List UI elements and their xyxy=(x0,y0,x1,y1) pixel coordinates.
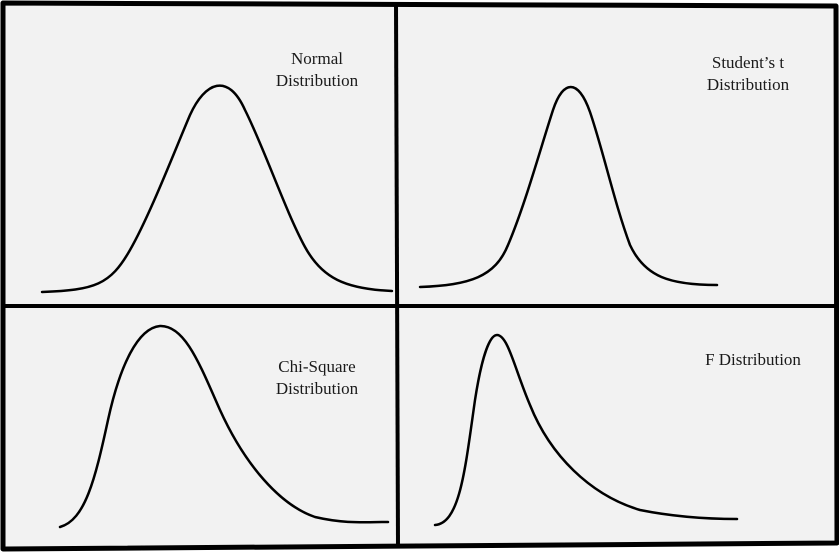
chi-square-curve xyxy=(58,324,390,529)
panel-student-t-bg xyxy=(396,6,836,306)
vertical-divider xyxy=(394,3,400,548)
normal-curve xyxy=(40,84,394,294)
panel-chi-square-bg xyxy=(4,306,396,546)
panel-normal-bg xyxy=(4,4,396,306)
normal-distribution-label: Normal Distribution xyxy=(275,49,359,90)
student-t-distribution-label: Student’s t Distribution xyxy=(706,53,790,94)
f-distribution-label: F Distribution xyxy=(705,350,801,369)
f-curve xyxy=(433,333,739,527)
student-t-curve xyxy=(418,85,719,289)
panel-f-bg xyxy=(396,306,836,544)
chi-square-distribution-label: Chi-Square Distribution xyxy=(275,357,359,398)
